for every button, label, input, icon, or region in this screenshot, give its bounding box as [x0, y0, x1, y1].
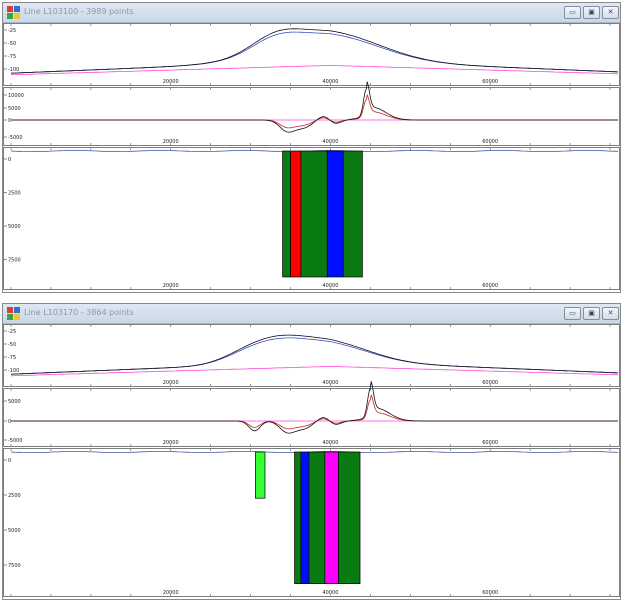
y-tick-label: -100: [8, 67, 19, 73]
close-button[interactable]: ✕: [602, 6, 619, 19]
black-curve: [10, 334, 619, 375]
plot-panel-frame: [3, 23, 620, 86]
maximize-button[interactable]: ▣: [583, 6, 600, 19]
line-window-1[interactable]: Line L103100 - 3989 points ▭ ▣ ✕ -25 -50-…: [2, 2, 621, 293]
y-tick-label: -25: [8, 28, 16, 34]
profile-plot-area: -25 -50 -75 -100 20000 40000 60000 5000 0 -5000 20…: [3, 324, 620, 599]
magenta-curve: [10, 64, 619, 76]
x-tick-label: 40000: [322, 590, 338, 596]
x-tick-label: 60000: [482, 440, 498, 446]
y-tick-label: -75: [8, 54, 16, 60]
x-tick-label: 60000: [482, 590, 498, 596]
model-block-5: [342, 150, 363, 278]
model-block-2: [290, 150, 302, 278]
y-tick-label: 0: [8, 419, 11, 425]
model-block-1: [255, 451, 266, 499]
minimize-button[interactable]: ▭: [564, 307, 581, 320]
maximize-button[interactable]: ▣: [583, 307, 600, 320]
y-tick-label: -5000: [8, 135, 23, 141]
x-tick-label: 60000: [482, 380, 498, 386]
y-tick-label: -25: [8, 329, 16, 335]
x-tick-label: 20000: [163, 139, 179, 145]
y-tick-label: 5000: [8, 528, 21, 534]
x-tick-label: 40000: [322, 380, 338, 386]
x-tick-label: 40000: [322, 79, 338, 85]
y-tick-label: 5000: [8, 106, 21, 112]
model-block-2: [294, 451, 302, 584]
plot-panel-frame: [3, 388, 620, 447]
window-title: Line L103170 - 3864 points: [24, 308, 134, 317]
model-block-5: [324, 451, 339, 584]
y-tick-label: -75: [8, 355, 16, 361]
plot-panel-frame: [3, 324, 620, 387]
magenta-curve: [10, 365, 619, 377]
y-tick-label: -50: [8, 342, 16, 348]
x-tick-label: 60000: [482, 283, 498, 289]
title-bar[interactable]: Line L103170 - 3864 points ▭ ▣ ✕: [3, 304, 620, 324]
y-tick-label: -5000: [8, 438, 23, 444]
y-tick-label: 7500: [8, 258, 21, 264]
x-tick-label: 40000: [322, 139, 338, 145]
model-block-6: [338, 451, 361, 584]
model-block-4: [326, 150, 344, 278]
y-tick-label: -100: [8, 368, 19, 374]
x-tick-label: 20000: [163, 380, 179, 386]
x-tick-label: 40000: [322, 440, 338, 446]
close-button[interactable]: ✕: [602, 307, 619, 320]
minimize-button[interactable]: ▭: [564, 6, 581, 19]
y-tick-label: 5000: [8, 224, 21, 230]
x-tick-label: 40000: [322, 283, 338, 289]
app-icon: [7, 307, 20, 320]
x-tick-label: 20000: [163, 440, 179, 446]
black-derivative-curve: [11, 381, 618, 434]
y-tick-label: 10000: [8, 93, 24, 99]
y-tick-label: 5000: [8, 399, 21, 405]
x-tick-label: 20000: [163, 283, 179, 289]
model-block-4: [308, 451, 326, 584]
model-block-3: [300, 451, 310, 584]
y-tick-label: 0: [8, 157, 11, 163]
line-window-2[interactable]: Line L103170 - 3864 points ▭ ▣ ✕ -25 -50-…: [2, 303, 621, 600]
profile-plots: -25 -50 -75 -100 20000 40000 60000 10000 5000 0 -5…: [3, 23, 620, 290]
y-tick-label: 7500: [8, 563, 21, 569]
y-tick-label: 2500: [8, 191, 21, 197]
x-tick-label: 20000: [163, 590, 179, 596]
profile-plot-area: -25 -50 -75 -100 20000 40000 60000 10000 5000 0 -5…: [3, 23, 620, 292]
x-tick-label: 60000: [482, 79, 498, 85]
title-bar[interactable]: Line L103100 - 3989 points ▭ ▣ ✕: [3, 3, 620, 23]
y-tick-label: 0: [8, 118, 11, 124]
y-tick-label: -50: [8, 41, 16, 47]
x-tick-label: 60000: [482, 139, 498, 145]
y-tick-label: 2500: [8, 493, 21, 499]
app-icon: [7, 6, 20, 19]
model-block-1: [282, 150, 291, 278]
profile-plots: -25 -50 -75 -100 20000 40000 60000 5000 0 -5000 20…: [3, 324, 620, 597]
black-derivative-curve: [11, 81, 618, 133]
x-tick-label: 20000: [163, 79, 179, 85]
model-block-3: [300, 150, 328, 278]
plot-panel-frame: [3, 87, 620, 146]
window-title: Line L103100 - 3989 points: [24, 7, 134, 16]
y-tick-label: 0: [8, 458, 11, 464]
black-curve: [10, 28, 619, 74]
